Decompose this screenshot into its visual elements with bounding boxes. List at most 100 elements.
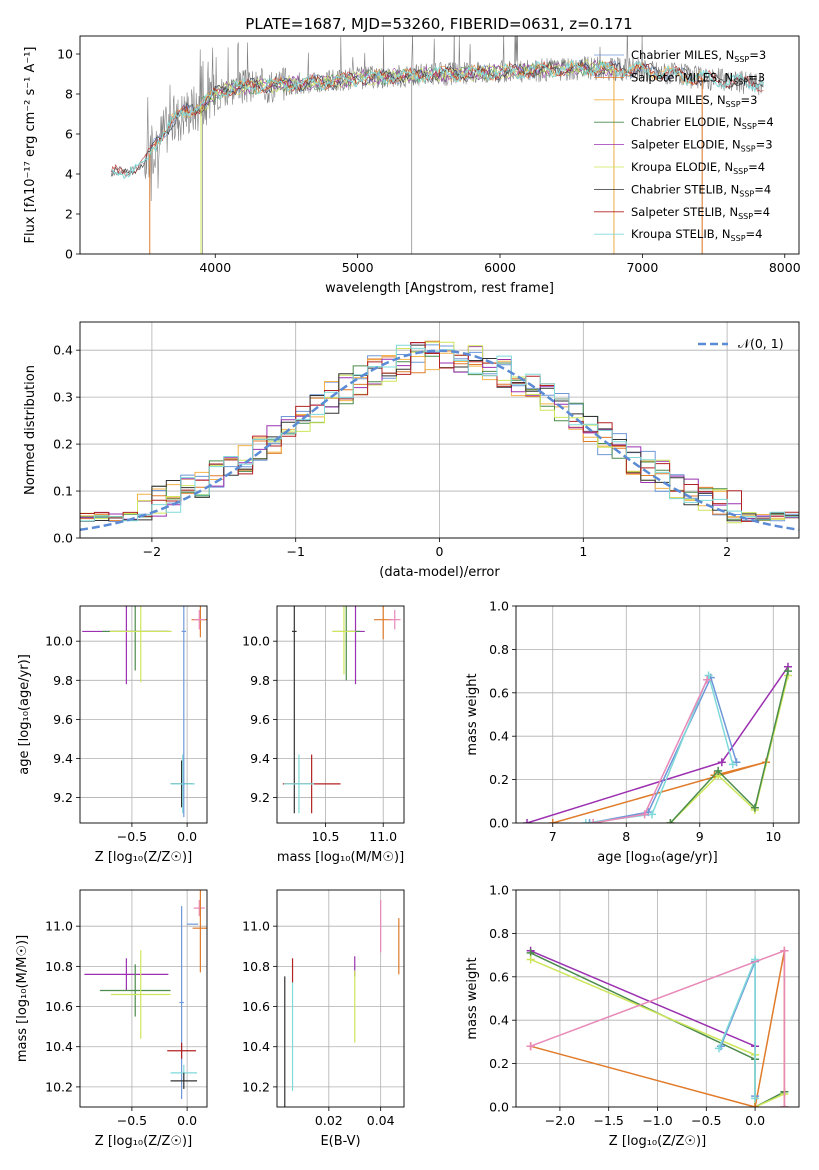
plus-marker	[640, 810, 649, 819]
x-tick-label: −0.5	[691, 1113, 721, 1128]
y-tick-label: 10.4	[45, 1039, 73, 1054]
grid-lines	[80, 890, 207, 1107]
histogram-plot	[80, 340, 799, 532]
errorbar-point	[170, 1072, 198, 1089]
x-tick-label: 0.0	[745, 1113, 765, 1128]
x-tick-label: −1.0	[642, 1113, 672, 1128]
x-tick-label: −2.0	[545, 1113, 575, 1128]
errorbar-plot	[282, 606, 401, 814]
y-tick-label: 11.0	[242, 919, 270, 934]
y-tick-label: 2	[65, 207, 73, 222]
x-tick-label: 10	[765, 829, 781, 844]
axes-frame	[515, 605, 800, 824]
errorbar-point	[109, 606, 172, 683]
model-line-kroupa-stelib	[110, 60, 764, 180]
legend-subscript: SSP	[741, 145, 756, 154]
errorbar-point	[167, 1042, 196, 1059]
plus-marker	[666, 819, 675, 823]
legend-subscript: SSP	[733, 77, 748, 86]
x-tick-label: 6000	[484, 260, 516, 275]
plus-marker	[780, 1103, 789, 1107]
y-tick-label: 0.0	[489, 1100, 509, 1115]
y-tick-label: 9.6	[250, 712, 270, 727]
model-line-kroupa-elodie	[200, 59, 615, 112]
legend-entry: Chabrier STELIB, NSSP=4	[631, 182, 771, 198]
y-tick-label: 0.2	[53, 437, 73, 452]
x-axis-label: E(B-V)	[320, 1134, 360, 1149]
plus-marker	[581, 819, 590, 823]
plus-marker	[523, 819, 532, 823]
x-tick-label: 8000	[769, 260, 801, 275]
y-tick-label: 10.4	[242, 1039, 270, 1054]
errorbar-point	[193, 900, 205, 917]
legend-suffix: =4	[746, 227, 763, 241]
legend-subscript: SSP	[726, 100, 741, 109]
y-tick-label: 0.0	[53, 531, 73, 546]
figure-title: PLATE=1687, MJD=53260, FIBERID=0631, z=0…	[245, 15, 632, 33]
y-tick-label: 0.6	[489, 685, 509, 700]
x-axis-label: wavelength [Angstrom, rest frame]	[325, 281, 554, 296]
plus-marker	[714, 766, 723, 775]
plus-marker	[585, 819, 594, 823]
y-tick-label: 9.2	[250, 790, 270, 805]
legend-label: Kroupa STELIB, N	[631, 227, 731, 241]
legend-label: Kroupa ELODIE, N	[631, 160, 733, 174]
z-age-panel: 9.2 9.4 9.6 9.8 10.0 −0.5 0.0 Z [log₁₀(Z/Z☉)] ag…	[17, 605, 208, 865]
plus-marker	[526, 1042, 535, 1051]
legend-label: Chabrier STELIB, N	[631, 182, 739, 196]
errorbar-point	[192, 890, 207, 973]
y-axis-label: mass weight	[465, 673, 480, 755]
y-tick-label: 0.4	[53, 343, 73, 358]
y-tick-label: 9.2	[53, 790, 73, 805]
y-axis-label: Flux [fλ10⁻¹⁷ erg cm⁻² s⁻¹ A⁻¹]	[23, 47, 38, 244]
normal-curve	[80, 349, 799, 532]
plus-marker	[714, 1044, 723, 1053]
plus-marker	[548, 819, 557, 823]
legend-suffix: =3	[756, 138, 773, 152]
x-tick-label: 0.0	[177, 829, 197, 844]
axes-frame	[79, 605, 208, 824]
grid-lines	[80, 606, 207, 823]
x-axis-label: Z [log₁₀(Z/Z☉)]	[609, 1134, 706, 1149]
y-tick-label: 11.0	[45, 919, 73, 934]
weight-line-kroupa-stelib	[718, 959, 756, 1099]
y-axis-label: mass [log₁₀(M/M☉)]	[15, 935, 30, 1062]
y-tick-label: 10.0	[45, 634, 73, 649]
grid-lines	[516, 605, 799, 824]
legend-entry: Chabrier MILES, NSSP=3	[631, 48, 766, 64]
x-tick-label: 0.04	[367, 1113, 395, 1128]
legend-label: Chabrier MILES, N	[631, 48, 734, 62]
ebv-mass-panel: 10.2 10.4 10.6 10.8 11.0 0.02 0.04 E(B-V)	[242, 889, 405, 1149]
legend-entry: Salpeter MILES, NSSP=3	[631, 70, 765, 86]
y-tick-label: 9.8	[53, 673, 73, 688]
weight-line-chabrier-miles	[720, 961, 756, 1097]
x-tick-label: 11.0	[369, 829, 397, 844]
axes-frame	[276, 889, 405, 1108]
y-axis-label: age [log₁₀(age/yr)]	[17, 654, 32, 775]
y-tick-label: 10.8	[45, 959, 73, 974]
legend-label: Salpeter STELIB, N	[631, 205, 738, 219]
errorbar-point	[170, 754, 195, 814]
z-mass-panel: 10.2 10.4 10.6 10.8 11.0 −0.5 0.0 Z [log₁₀(Z/Z☉…	[15, 889, 208, 1149]
y-tick-label: 9.4	[250, 751, 270, 766]
grid-lines	[277, 606, 404, 823]
plus-marker	[728, 760, 737, 769]
y-tick-label: 0.8	[489, 642, 509, 657]
x-tick-label: 9	[696, 829, 704, 844]
weight-line-kroupa-stelib	[585, 673, 734, 823]
plus-marker	[717, 758, 726, 767]
weight-line-salpeter-miles	[552, 761, 767, 823]
legend-suffix: =4	[757, 115, 774, 129]
axes-frame	[276, 605, 405, 824]
plus-marker	[780, 946, 789, 955]
x-tick-label: 0.02	[315, 1113, 343, 1128]
errorbar-point	[283, 754, 314, 814]
plus-marker	[751, 1094, 760, 1103]
legend-entry: Kroupa MILES, NSSP=3	[631, 93, 757, 109]
errorbar-point	[332, 606, 356, 675]
x-axis-label: age [log₁₀(age/yr)]	[597, 850, 718, 865]
legend-suffix: =4	[748, 160, 765, 174]
y-tick-label: 0.2	[489, 772, 509, 787]
